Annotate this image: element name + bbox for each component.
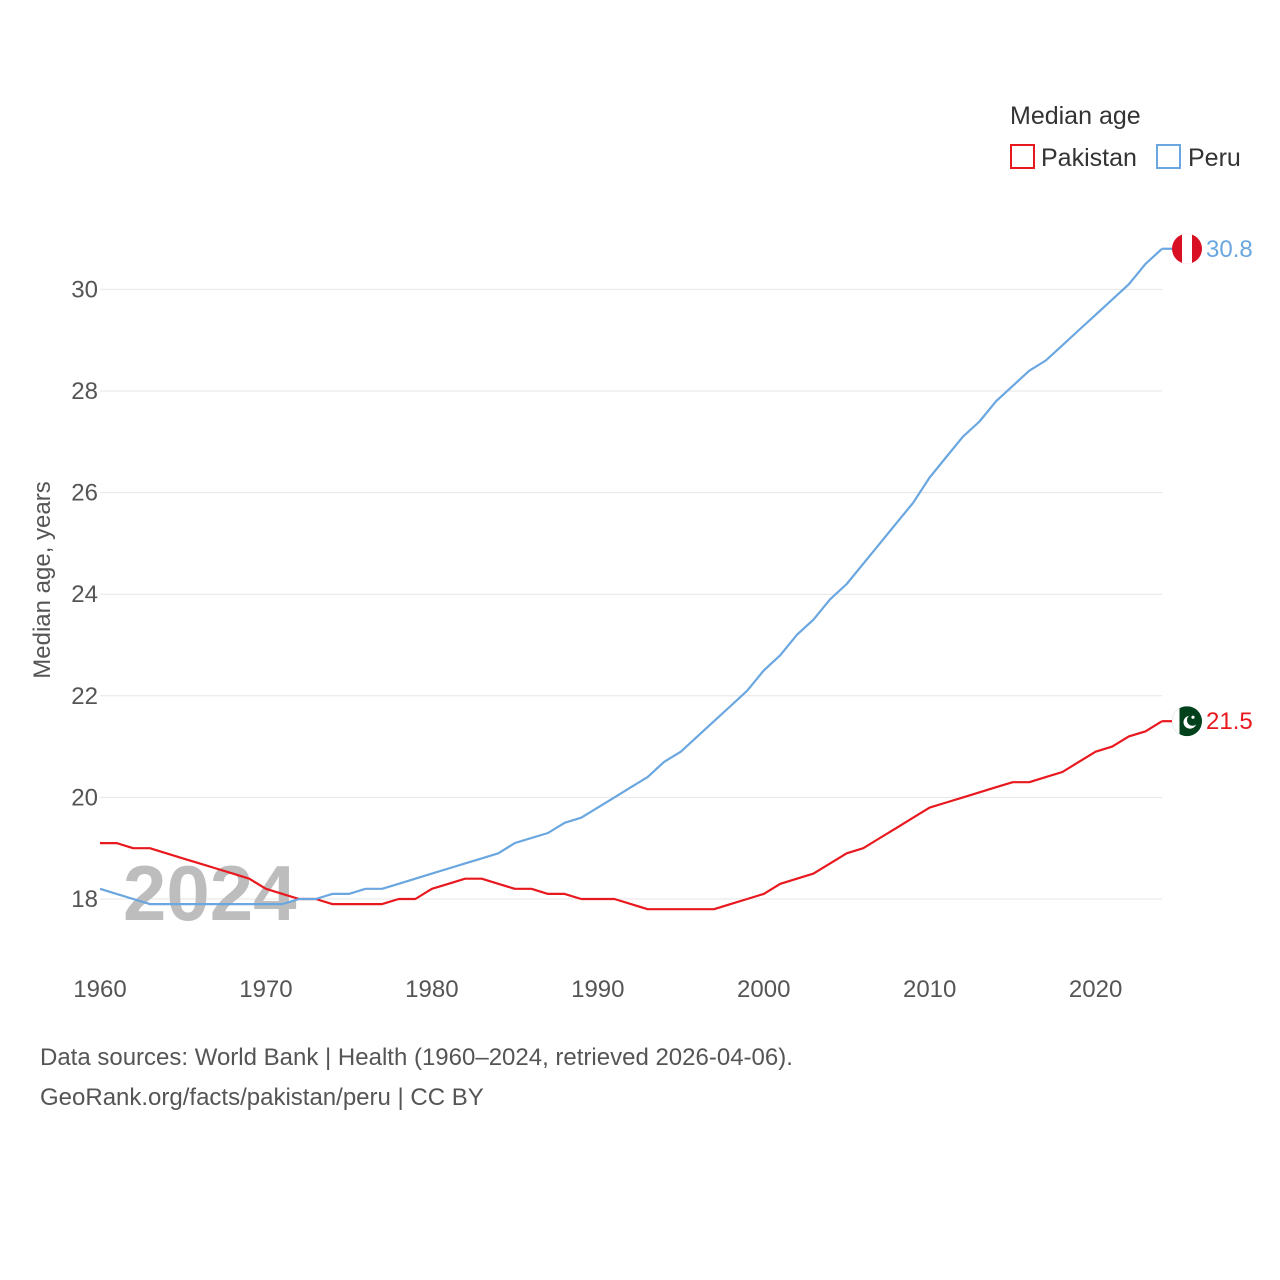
y-tick-label: 24	[71, 581, 98, 608]
x-tick-label: 1990	[571, 976, 624, 1003]
legend-label-pakistan[interactable]: Pakistan	[1041, 144, 1137, 172]
legend: Median age Pakistan Peru	[1010, 102, 1241, 172]
x-tick-label: 2000	[737, 976, 790, 1003]
y-tick-label: 18	[71, 886, 98, 913]
legend-swatch-peru[interactable]	[1156, 144, 1181, 169]
end-label-peru: 30.8	[1206, 236, 1253, 263]
legend-title: Median age	[1010, 102, 1141, 130]
x-tick-label: 1970	[239, 976, 292, 1003]
y-tick-label: 26	[71, 480, 98, 507]
series-line-peru[interactable]	[99, 247, 1163, 906]
series-line-pakistan[interactable]	[100, 720, 1163, 911]
y-tick-label: 28	[71, 378, 98, 405]
x-tick-label: 1980	[405, 976, 458, 1003]
y-axis-label: Median age, years	[29, 481, 56, 678]
x-tick-label: 2010	[903, 976, 956, 1003]
footer-attribution: GeoRank.org/facts/pakistan/peru | CC BY	[40, 1084, 484, 1111]
pakistan-flag-icon	[1172, 706, 1202, 737]
series-end-markers: 21.5 30.8	[1162, 233, 1253, 737]
legend-label-peru[interactable]: Peru	[1188, 144, 1241, 172]
x-axis-ticks: 1960 1970 1980 1990 2000 2010 2020	[73, 976, 1122, 1003]
peru-flag-icon	[1172, 233, 1202, 264]
x-tick-label: 2020	[1069, 976, 1122, 1003]
y-tick-label: 30	[71, 276, 98, 303]
y-tick-label: 22	[71, 683, 98, 710]
footer-sources: Data sources: World Bank | Health (1960–…	[40, 1044, 793, 1071]
y-axis-ticks: 18 20 22 24 26 28 30	[71, 276, 98, 913]
end-label-pakistan: 21.5	[1206, 708, 1253, 735]
y-tick-label: 20	[71, 784, 98, 811]
x-tick-label: 1960	[73, 976, 126, 1003]
year-watermark: 2024	[123, 849, 297, 937]
median-age-chart: 18 20 22 24 26 28 30 1960 1970 1980 1990 2000 2010 2…	[29, 102, 1253, 1003]
gridlines	[100, 288, 1162, 900]
series-lines	[99, 247, 1163, 911]
legend-swatch-pakistan[interactable]	[1010, 144, 1035, 169]
